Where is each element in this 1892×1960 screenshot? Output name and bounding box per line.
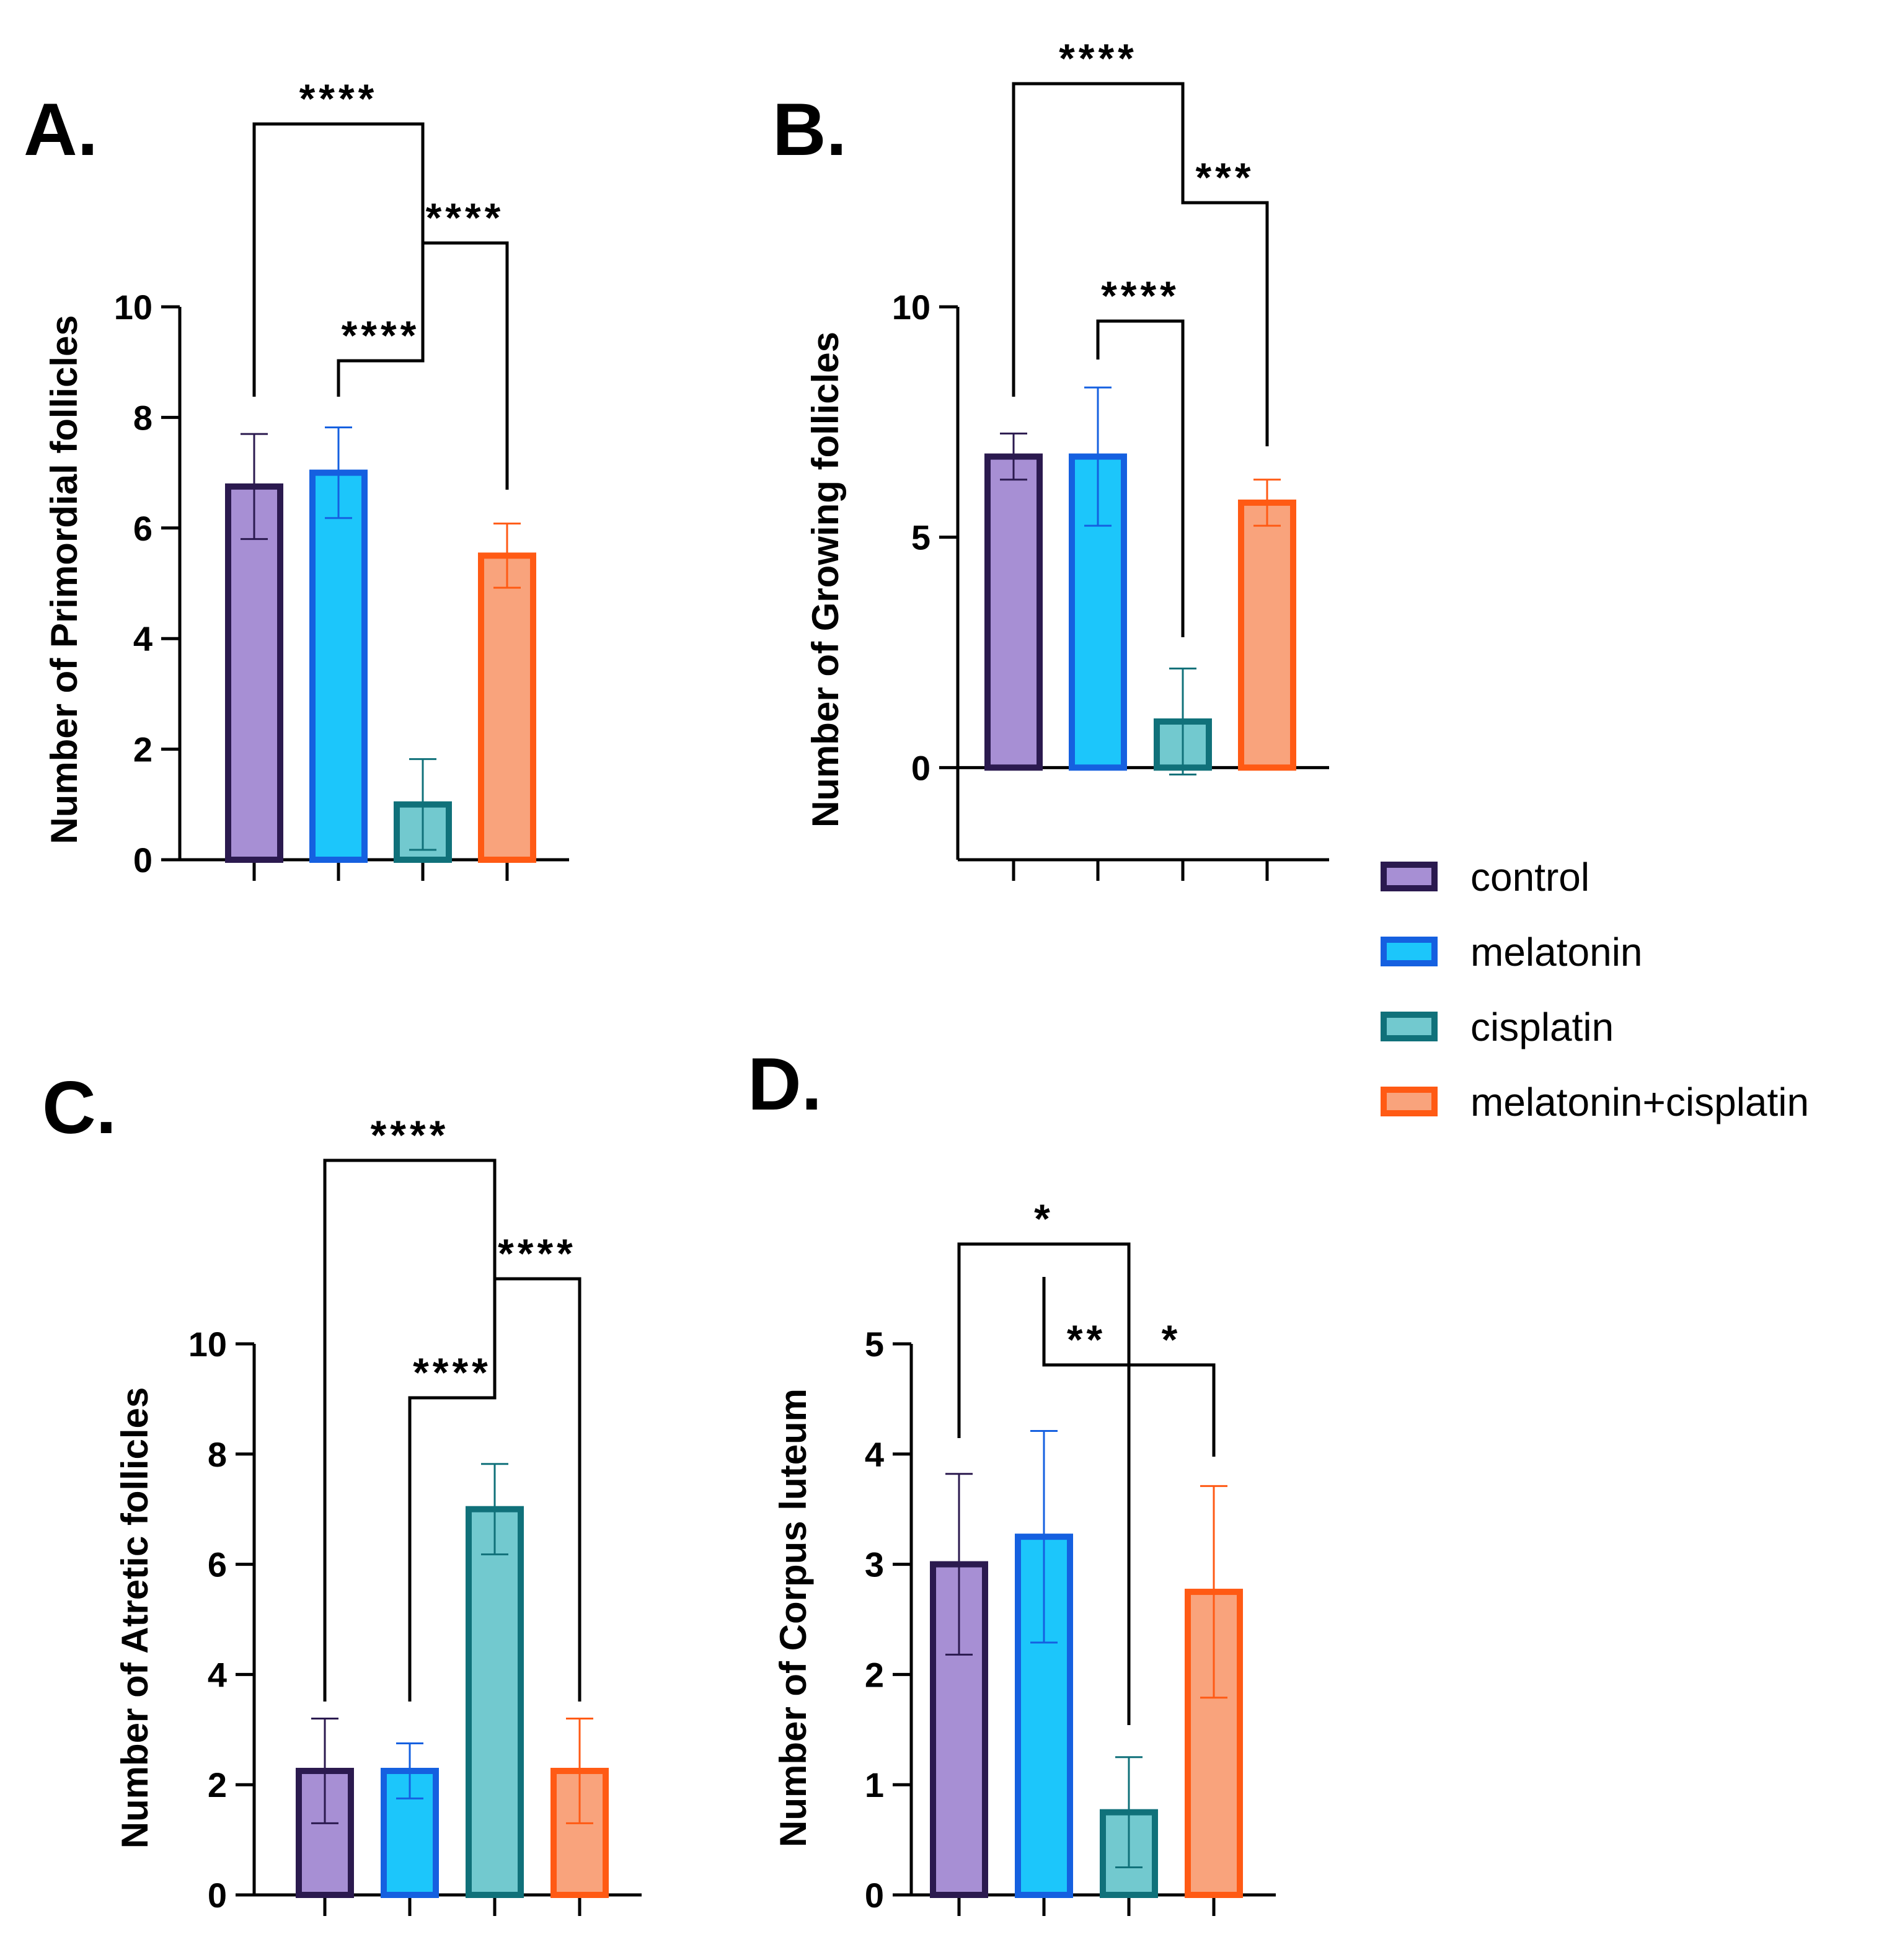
panel-letter: A.: [24, 88, 98, 171]
y-tick-label: 10: [892, 288, 931, 327]
y-tick-label: 3: [865, 1545, 884, 1584]
significance-label: ****: [426, 195, 505, 241]
significance-label: ****: [413, 1349, 492, 1395]
y-axis-title: Number of Primordial follicles: [43, 315, 85, 844]
significance-label: ****: [299, 76, 378, 121]
legend-swatch-control: [1381, 862, 1438, 891]
panel-letter: C.: [42, 1066, 117, 1149]
significance-bracket: [1012, 82, 1185, 397]
significance-bracket: [1096, 319, 1185, 637]
y-tick-label: 5: [911, 518, 931, 557]
y-tick-label: 4: [133, 619, 153, 658]
significance-label: ***: [1195, 154, 1254, 200]
bar-melatonin+cisplatin: [478, 552, 536, 863]
significance-label: ****: [1059, 35, 1138, 81]
legend-label: control: [1470, 855, 1589, 899]
significance-label: ****: [342, 312, 420, 358]
significance-label: *: [1034, 1196, 1054, 1242]
y-tick-label: 4: [865, 1435, 884, 1474]
y-tick-label: 6: [133, 509, 153, 548]
chart-panel-c: C. 0 2 4 6 8 10 Number of Atretic follicles ****…: [42, 1066, 642, 1916]
significance-bracket: [323, 1159, 497, 1702]
y-tick-label: 0: [133, 841, 153, 880]
bar-melatonin: [309, 469, 368, 863]
y-tick-label: 10: [188, 1325, 227, 1364]
y-tick-label: 6: [208, 1545, 227, 1584]
significance-label: ****: [371, 1112, 449, 1158]
significance-bracket: [252, 122, 425, 397]
legend-swatch-cisplatin: [1381, 1012, 1438, 1041]
y-tick-label: 5: [865, 1325, 884, 1364]
y-tick-label: 2: [208, 1765, 227, 1804]
legend-swatch-melatonin: [1381, 937, 1438, 966]
panel-letter: B.: [772, 88, 847, 171]
y-tick-label: 8: [133, 398, 153, 437]
y-tick-label: 0: [865, 1876, 884, 1915]
legend-label: melatonin+cisplatin: [1470, 1080, 1809, 1124]
significance-bracket: [1181, 112, 1269, 446]
significance-label: ****: [1101, 273, 1180, 319]
y-tick-label: 1: [865, 1765, 884, 1804]
bar-control: [225, 483, 283, 863]
y-tick-label: 0: [208, 1876, 227, 1915]
legend-label: cisplatin: [1470, 1005, 1614, 1049]
significance-bracket: [1127, 1363, 1216, 1725]
y-tick-label: 4: [208, 1655, 227, 1694]
significance-bracket: [408, 1181, 497, 1702]
legend: control melatonin cisplatin melatonin+cispl…: [1381, 855, 1809, 1124]
bar-melatonin+cisplatin: [1238, 499, 1296, 771]
y-tick-label: 10: [114, 288, 153, 327]
y-tick-label: 8: [208, 1435, 227, 1474]
legend-swatch-melatonin+cisplatin: [1381, 1087, 1438, 1116]
y-axis-title: Number of Atretic follicles: [114, 1387, 156, 1849]
legend-label: melatonin: [1470, 930, 1643, 974]
y-tick-label: 2: [865, 1655, 884, 1694]
bar-control: [984, 453, 1043, 771]
significance-label: **: [1067, 1317, 1106, 1362]
y-axis-title: Number of Growing follicles: [805, 332, 846, 828]
y-tick-label: 2: [133, 730, 153, 769]
y-tick-label: 0: [911, 748, 931, 787]
significance-bracket: [337, 143, 425, 397]
y-axis-title: Number of Corpus luteum: [772, 1388, 814, 1847]
significance-label: ****: [498, 1230, 577, 1276]
bar-cisplatin: [466, 1506, 524, 1898]
panel-letter: D.: [748, 1043, 822, 1126]
significance-label: *: [1162, 1317, 1182, 1362]
chart-panel-a: A. 0 2 4 6 8 10 Number of Primordial follicles *…: [24, 76, 569, 881]
